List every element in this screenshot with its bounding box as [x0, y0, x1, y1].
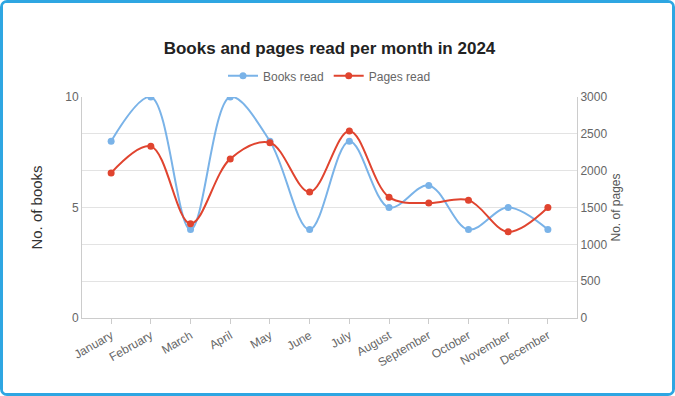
svg-text:February: February — [107, 328, 156, 364]
svg-text:May: May — [248, 328, 275, 351]
svg-text:October: October — [429, 328, 473, 361]
svg-text:0: 0 — [580, 311, 587, 325]
svg-text:September: September — [375, 328, 433, 369]
svg-text:0: 0 — [72, 311, 79, 325]
svg-text:No. of pages: No. of pages — [609, 173, 623, 241]
svg-text:April: April — [207, 328, 235, 352]
svg-text:Books and pages read per month: Books and pages read per month in 2024 — [164, 39, 496, 58]
svg-text:1500: 1500 — [580, 201, 607, 215]
svg-text:December: December — [497, 328, 552, 368]
svg-text:July: July — [328, 328, 353, 351]
svg-text:August: August — [354, 328, 394, 359]
svg-text:5: 5 — [72, 201, 79, 215]
svg-text:500: 500 — [580, 274, 600, 288]
svg-text:1000: 1000 — [580, 238, 607, 252]
svg-text:Books read: Books read — [263, 70, 324, 84]
svg-text:10: 10 — [65, 90, 79, 104]
svg-text:January: January — [72, 328, 116, 361]
svg-text:June: June — [285, 328, 315, 353]
svg-text:2000: 2000 — [580, 164, 607, 178]
svg-text:3000: 3000 — [580, 90, 607, 104]
svg-text:March: March — [159, 328, 195, 357]
svg-text:No. of books: No. of books — [28, 165, 45, 249]
svg-text:Pages read: Pages read — [369, 70, 430, 84]
svg-text:November: November — [458, 328, 513, 368]
svg-text:2500: 2500 — [580, 127, 607, 141]
